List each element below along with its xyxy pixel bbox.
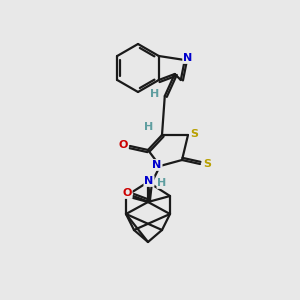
Text: S: S — [203, 159, 211, 169]
Text: N: N — [144, 176, 154, 186]
Text: N: N — [152, 160, 162, 170]
Text: S: S — [190, 129, 198, 139]
Text: O: O — [118, 140, 128, 150]
Text: H: H — [150, 89, 159, 99]
Text: O: O — [122, 188, 132, 198]
Text: H: H — [144, 122, 154, 132]
Text: N: N — [183, 53, 192, 63]
Text: H: H — [158, 178, 166, 188]
